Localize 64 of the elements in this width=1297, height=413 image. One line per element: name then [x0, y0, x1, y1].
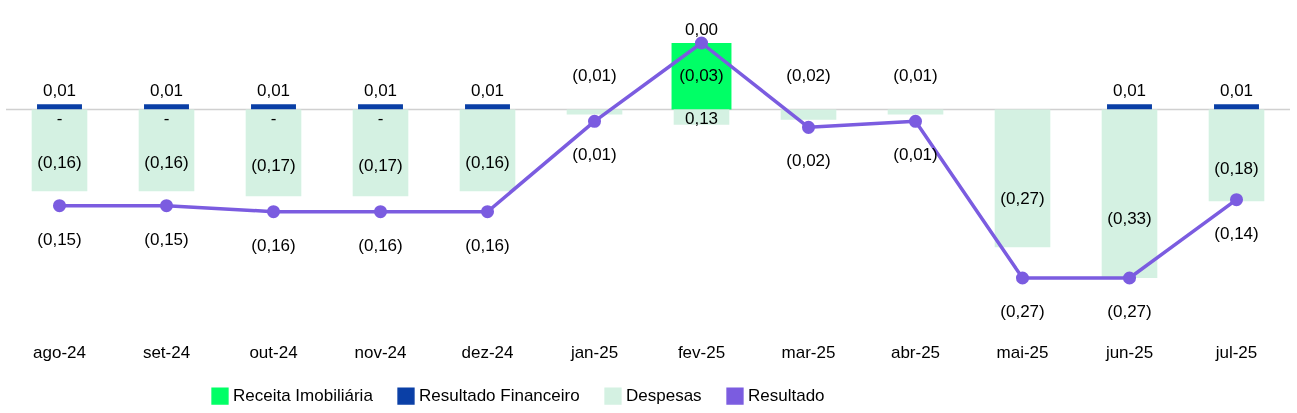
x-tick-label: jan-25: [569, 342, 619, 362]
point: [1122, 271, 1137, 285]
x-tick-label: fev-25: [677, 342, 726, 362]
data-label: (0,02): [786, 66, 831, 86]
x-tick-label: dez-24: [461, 342, 514, 362]
x-tick-label: abr-25: [890, 342, 941, 362]
point: [159, 199, 174, 213]
point: [266, 205, 281, 219]
data-label: (0,27): [1000, 189, 1045, 209]
data-label: (0,33): [1107, 208, 1152, 228]
x-tick-label: mar-25: [781, 342, 836, 362]
x-tick-label: out-24: [249, 342, 298, 362]
data-label: (0,17): [358, 155, 403, 175]
data-label: (0,27): [1107, 302, 1152, 321]
point: [908, 114, 923, 128]
data-label: (0,27): [1000, 302, 1045, 321]
x-tick-label: ago-24: [33, 342, 86, 362]
data-label: (0,16): [144, 152, 189, 172]
data-label: -: [163, 109, 170, 129]
data-label: (0,16): [465, 152, 510, 172]
point: [480, 205, 495, 219]
data-label: (0,14): [1214, 223, 1259, 243]
data-label: (0,02): [786, 151, 831, 171]
legend-label: Receita Imobiliária: [233, 386, 374, 406]
legend-label: Resultado: [748, 386, 825, 406]
data-label: 0,01: [149, 81, 184, 101]
data-label: (0,17): [251, 155, 296, 175]
data-label: -: [56, 109, 63, 129]
point: [801, 120, 816, 134]
data-label: (0,03): [679, 66, 724, 86]
legend-label: Resultado Financeiro: [419, 386, 580, 406]
data-label: (0,01): [572, 145, 617, 165]
data-label: 0,01: [363, 81, 398, 101]
point: [694, 36, 709, 50]
point: [587, 114, 602, 128]
x-tick-label: set-24: [142, 342, 191, 362]
point: [52, 199, 67, 213]
data-label: (0,15): [37, 229, 82, 249]
data-label: (0,01): [572, 66, 617, 86]
point: [1229, 193, 1244, 207]
data-label: -: [377, 109, 384, 129]
data-label: (0,16): [465, 235, 510, 255]
point: [1015, 271, 1030, 285]
data-label: 0,01: [1112, 81, 1147, 101]
x-tick-label: jun-25: [1104, 342, 1154, 362]
data-label: -: [270, 109, 277, 129]
data-label: 0,01: [470, 81, 505, 101]
data-label: (0,18): [1214, 159, 1259, 179]
data-label: (0,16): [37, 152, 82, 172]
data-label: 0,01: [1219, 81, 1254, 101]
data-label: (0,16): [251, 235, 296, 255]
x-tick-label: nov-24: [354, 342, 407, 362]
legend-label: Despesas: [626, 386, 702, 406]
point: [373, 205, 388, 219]
data-label: 0,01: [42, 81, 77, 101]
data-label: (0,15): [144, 229, 189, 249]
data-label: (0,01): [893, 145, 938, 165]
x-tick-label: mai-25: [996, 342, 1049, 362]
data-label: 0,13: [684, 109, 719, 129]
data-label: (0,16): [358, 235, 403, 255]
data-label: (0,01): [893, 66, 938, 86]
x-tick-label: jul-25: [1214, 342, 1258, 362]
data-label: 0,00: [684, 20, 719, 39]
data-label: 0,01: [256, 81, 291, 101]
